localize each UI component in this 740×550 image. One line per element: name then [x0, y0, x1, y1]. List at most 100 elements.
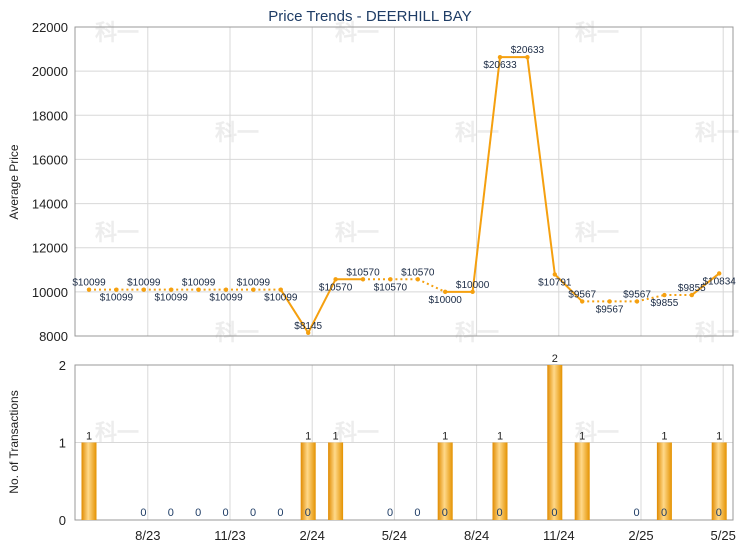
transaction-bar-label: 0 [387, 507, 393, 519]
price-line-segment [279, 289, 310, 334]
x-axis-tick-label: 8/24 [464, 528, 489, 543]
transaction-bar-label: 0 [634, 507, 640, 519]
price-y-tick-label: 22000 [32, 20, 68, 35]
watermark-text: 科一 [215, 320, 259, 345]
watermark-text: 科一 [95, 220, 139, 245]
price-plot-frame [74, 26, 734, 337]
watermark-text: 科一 [335, 420, 379, 445]
price-point-label: $10570 [374, 282, 408, 293]
price-point [306, 330, 311, 335]
transaction-bar-label: 0 [305, 507, 311, 519]
price-point-label: $10570 [346, 267, 380, 278]
price-point-label: $10099 [72, 278, 106, 289]
transaction-bar-label: 0 [497, 507, 503, 519]
price-y-tick-label: 8000 [39, 329, 68, 344]
price-line-segment [691, 272, 720, 296]
watermark-text: 科一 [95, 20, 139, 45]
price-y-tick-label: 18000 [32, 108, 68, 123]
price-point [169, 287, 174, 292]
price-point [86, 287, 92, 292]
price-line-segment [307, 278, 337, 334]
price-point [114, 287, 119, 292]
transaction-bar [574, 442, 590, 520]
transaction-bar-label: 0 [442, 507, 448, 519]
transactions-gridlines [75, 364, 733, 521]
watermark-text: 科一 [575, 220, 619, 245]
x-axis-tick-label: 11/23 [214, 528, 246, 543]
price-point-labels: $10099 $10099 $10099 $10099 $10099 $10099 $100… [72, 45, 736, 332]
price-point-label: $20633 [483, 60, 517, 71]
price-y-axis-label: Average Price [7, 144, 21, 219]
price-point [251, 287, 256, 292]
price-line-segment [471, 57, 501, 292]
watermark-text: 科一 [95, 420, 139, 445]
watermark-text: 科一 [695, 320, 739, 345]
transactions-y-axis-label: No. of Transactions [7, 390, 21, 493]
transaction-bar-label: 0 [277, 507, 283, 519]
price-point-label: $10000 [429, 295, 463, 306]
transaction-bar-label: 0 [716, 507, 722, 519]
price-point [388, 277, 393, 282]
chart-title: Price Trends - DEERHILL BAY [268, 8, 471, 25]
x-axis-tick-label: 2/25 [628, 528, 653, 543]
price-point-label: $10791 [538, 277, 572, 288]
transaction-bar [492, 442, 508, 520]
price-point [634, 299, 640, 304]
transactions-plot-frame [74, 364, 734, 521]
transaction-bar-label: 0 [414, 507, 420, 519]
transaction-bar-label: 1 [333, 431, 339, 443]
price-point-label: $10099 [209, 293, 243, 304]
price-point [717, 271, 722, 276]
watermark-text: 科一 [335, 20, 379, 45]
price-point [470, 289, 475, 295]
price-line-segment [417, 278, 446, 293]
price-y-tick-label: 10000 [32, 285, 68, 300]
transaction-bars [81, 365, 727, 520]
price-point-label: $20633 [511, 45, 545, 56]
x-axis-tick-label: 5/24 [382, 528, 407, 543]
price-point-label: $10099 [182, 278, 216, 289]
price-point-label: $10570 [401, 267, 435, 278]
price-point [607, 299, 612, 304]
transaction-bar [328, 442, 344, 520]
price-y-ticks: 8000 10000 12000 14000 16000 18000 20000 22000 [32, 20, 68, 344]
price-point-label: $9567 [596, 304, 624, 315]
price-point-label: $10834 [703, 276, 737, 287]
transaction-bar [437, 442, 453, 520]
watermark-text: 科一 [335, 220, 379, 245]
transaction-bar-label: 1 [661, 431, 667, 443]
x-axis-tick-label: 11/24 [543, 528, 575, 543]
price-y-tick-label: 16000 [32, 152, 68, 167]
price-y-tick-label: 12000 [32, 241, 68, 256]
transactions-y-tick-label: 2 [59, 358, 66, 373]
price-point-label: $10099 [155, 293, 189, 304]
transaction-bar-label: 1 [305, 431, 311, 443]
price-point [196, 287, 201, 292]
price-point [580, 299, 585, 304]
transaction-bar [300, 442, 316, 520]
transaction-bar [81, 442, 97, 520]
transaction-bar-label: 1 [579, 431, 585, 443]
price-line [89, 56, 720, 334]
transaction-bar-label: 2 [552, 353, 558, 365]
watermark-text: 科一 [575, 20, 619, 45]
price-point-label: $9567 [568, 289, 596, 300]
price-point-label: $10570 [319, 282, 353, 293]
price-line-segment [554, 273, 583, 303]
price-point-label: $9567 [623, 289, 651, 300]
transaction-bar-label: 0 [661, 507, 667, 519]
price-y-tick-label: 14000 [32, 197, 68, 212]
price-point-label: $9855 [678, 283, 706, 294]
transaction-bar-label: 0 [195, 507, 201, 519]
transactions-y-ticks: 0 1 2 [59, 358, 66, 528]
transaction-bar [656, 442, 672, 520]
price-point-label: $9855 [650, 298, 678, 309]
transactions-y-tick-label: 0 [59, 513, 66, 528]
price-point [443, 289, 448, 295]
x-axis-tick-label: 8/23 [135, 528, 160, 543]
watermark-text: 科一 [575, 420, 619, 445]
price-points [86, 54, 722, 335]
price-point [552, 272, 557, 277]
